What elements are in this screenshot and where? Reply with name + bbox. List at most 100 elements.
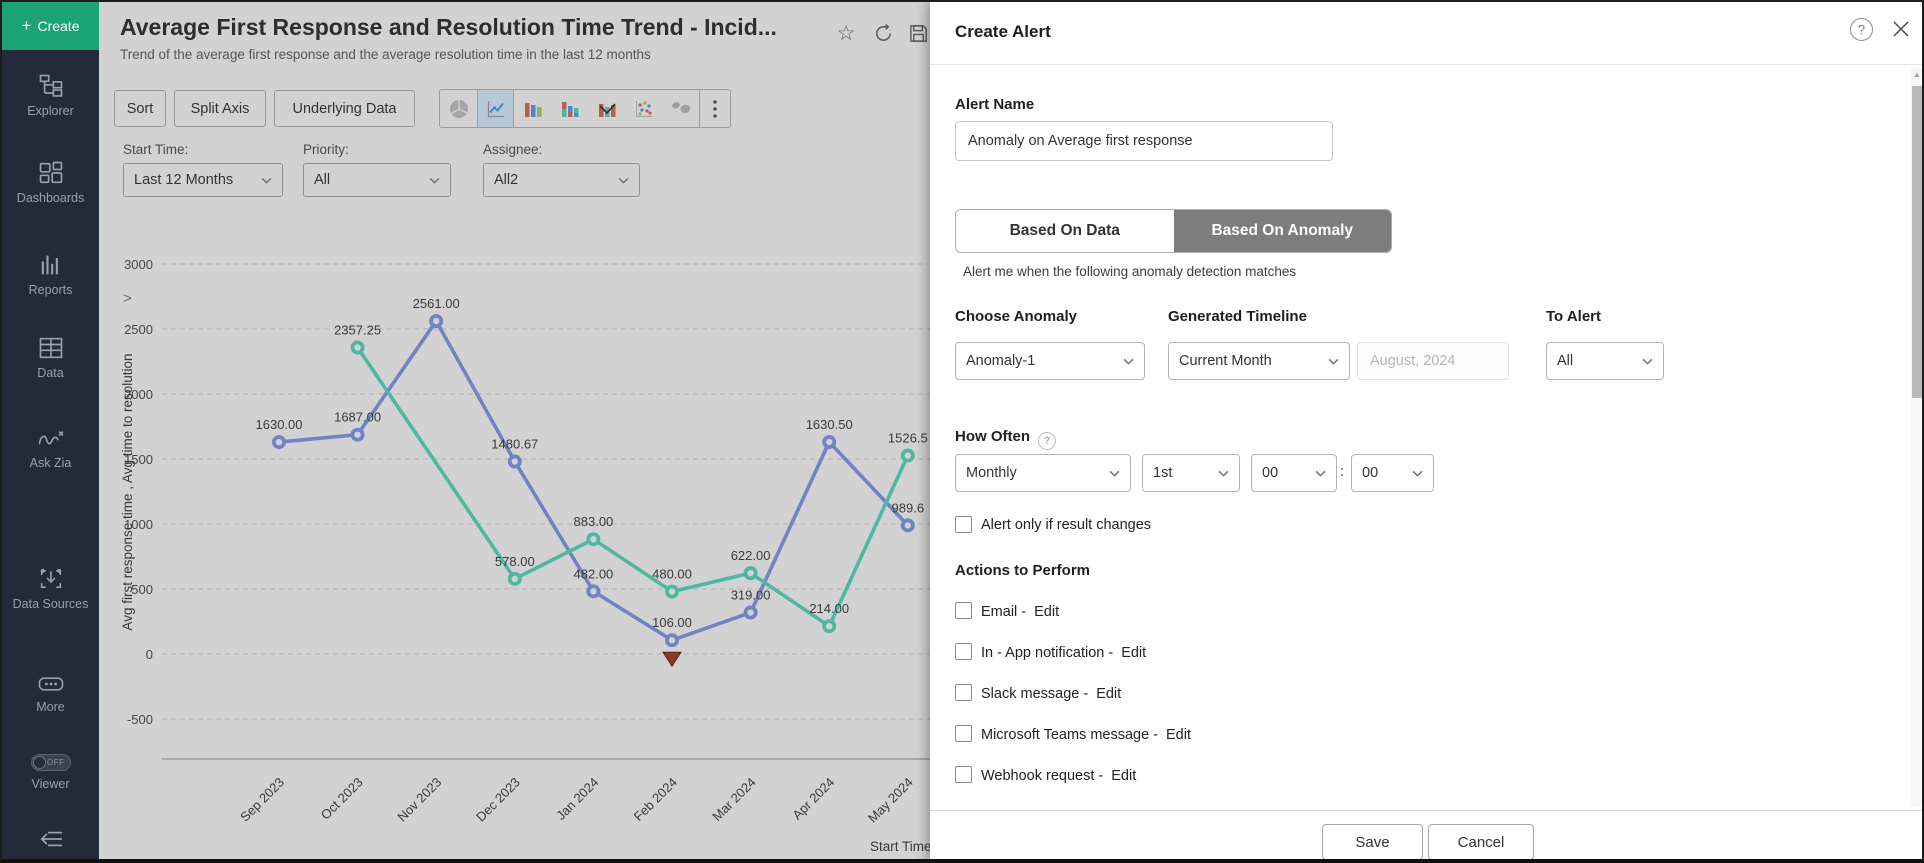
svg-text:989.6: 989.6 — [892, 500, 925, 515]
create-label: Create — [37, 18, 80, 34]
how-often-help-icon[interactable]: ? — [1038, 432, 1056, 450]
sidebar-item-ask-zia[interactable]: Ask Zia — [2, 426, 99, 472]
hour-select[interactable]: 00 — [1251, 454, 1337, 492]
svg-text:May 2024: May 2024 — [865, 775, 916, 826]
svg-text:578.00: 578.00 — [495, 554, 535, 569]
svg-text:Mar 2024: Mar 2024 — [709, 775, 758, 824]
alert-only-checkbox[interactable] — [955, 516, 972, 533]
sidebar-item-reports[interactable]: Reports — [2, 251, 99, 299]
start-time-filter-select[interactable]: Last 12 Months — [123, 163, 283, 197]
action-row-email: Email - Edit — [955, 602, 1059, 622]
svg-text:214.00: 214.00 — [809, 601, 849, 616]
svg-text:2000: 2000 — [124, 387, 153, 402]
inapp-checkbox[interactable] — [955, 643, 972, 660]
svg-text:1630.50: 1630.50 — [806, 417, 853, 432]
scrollbar-thumb[interactable] — [1912, 86, 1922, 398]
favorite-star-icon[interactable]: ☆ — [836, 21, 856, 45]
reports-icon — [41, 255, 58, 275]
chart-type-switcher — [439, 89, 731, 128]
map-chart-icon[interactable] — [662, 90, 699, 127]
sidebar-item-data[interactable]: Data — [2, 334, 99, 382]
svg-text:2357.25: 2357.25 — [334, 323, 381, 338]
bar-chart-icon[interactable] — [514, 90, 551, 127]
webhook-checkbox[interactable] — [955, 766, 972, 783]
teams-edit-link[interactable]: Edit — [1166, 727, 1192, 743]
action-row-webhook: Webhook request - Edit — [955, 766, 1136, 786]
svg-text:622.00: 622.00 — [731, 548, 771, 563]
svg-text:Oct 2023: Oct 2023 — [318, 775, 366, 823]
underlying-data-button[interactable]: Underlying Data — [274, 90, 415, 127]
timeline-month-field: August, 2024 — [1357, 342, 1509, 380]
to-alert-select[interactable]: All — [1546, 342, 1664, 380]
svg-text:1630.00: 1630.00 — [256, 417, 303, 432]
action-row-teams: Microsoft Teams message - Edit — [955, 725, 1191, 745]
scatter-chart-icon[interactable] — [625, 90, 662, 127]
modal-scrollbar[interactable]: ▲ — [1911, 68, 1922, 806]
split-axis-button[interactable]: Split Axis — [174, 90, 266, 127]
actions-to-perform-label: Actions to Perform — [955, 562, 1091, 579]
explorer-icon — [39, 74, 62, 97]
expand-axis-chevron[interactable]: > — [123, 290, 132, 307]
report-canvas: Average First Response and Resolution Ti… — [99, 2, 1922, 863]
tab-based-on-anomaly[interactable]: Based On Anomaly — [1173, 210, 1391, 252]
priority-filter-select[interactable]: All — [303, 163, 451, 197]
start-time-filter-label: Start Time: — [123, 142, 189, 157]
frequency-select[interactable]: Monthly — [955, 454, 1131, 492]
choose-anomaly-select[interactable]: Anomaly-1 — [955, 342, 1145, 380]
dashboards-icon — [39, 161, 62, 184]
svg-text:482.00: 482.00 — [574, 566, 614, 581]
chevron-down-icon — [1123, 358, 1134, 365]
inapp-edit-link[interactable]: Edit — [1121, 645, 1147, 661]
plus-icon: + — [21, 16, 32, 35]
pie-chart-icon[interactable] — [440, 90, 477, 127]
chevron-down-icon — [1412, 470, 1423, 477]
minute-select[interactable]: 00 — [1351, 454, 1434, 492]
assignee-filter-select[interactable]: All2 — [483, 163, 640, 197]
sort-button[interactable]: Sort — [114, 90, 166, 127]
cancel-button[interactable]: Cancel — [1428, 824, 1534, 859]
alert-name-input[interactable] — [955, 121, 1333, 161]
teams-checkbox[interactable] — [955, 725, 972, 742]
to-alert-label: To Alert — [1546, 308, 1601, 325]
refresh-icon[interactable] — [870, 20, 896, 46]
help-icon[interactable]: ? — [1850, 18, 1873, 41]
day-select[interactable]: 1st — [1142, 454, 1240, 492]
sidebar: + Create Explorer Dashboards — [2, 2, 99, 859]
slack-checkbox[interactable] — [955, 684, 972, 701]
generated-timeline-select[interactable]: Current Month — [1168, 342, 1350, 380]
data-table-icon — [39, 337, 62, 359]
svg-text:Sep 2023: Sep 2023 — [237, 775, 287, 825]
chevron-down-icon — [1218, 470, 1229, 477]
generated-timeline-label: Generated Timeline — [1168, 308, 1307, 325]
stacked-bar-chart-icon[interactable] — [551, 90, 588, 127]
alert-type-tabs: Based On Data Based On Anomaly — [955, 209, 1392, 253]
kebab-menu-icon[interactable] — [700, 90, 730, 127]
scroll-up-arrow[interactable]: ▲ — [1913, 70, 1921, 79]
modal-title: Create Alert — [955, 22, 1051, 41]
create-button[interactable]: + Create — [2, 2, 99, 50]
svg-text:2500: 2500 — [124, 322, 153, 337]
collapse-sidebar-button[interactable] — [2, 828, 99, 854]
viewer-label: Viewer — [31, 777, 70, 791]
line-chart-icon[interactable] — [477, 90, 514, 127]
report-title: Average First Response and Resolution Ti… — [120, 14, 777, 40]
action-row-slack: Slack message - Edit — [955, 684, 1121, 704]
chevron-down-icon — [429, 177, 440, 184]
close-icon[interactable] — [1888, 16, 1914, 42]
save-button[interactable]: Save — [1322, 824, 1423, 859]
line-chart[interactable]: 3000 2500 2000 1500 1000 500 0 -500 Sep 2023 Oct … — [99, 132, 959, 863]
sidebar-item-more[interactable]: More — [2, 672, 99, 716]
slack-edit-link[interactable]: Edit — [1096, 686, 1122, 702]
viewer-toggle[interactable]: OFF — [30, 754, 71, 771]
tab-based-on-data[interactable]: Based On Data — [956, 210, 1174, 252]
email-checkbox[interactable] — [955, 602, 972, 619]
save-icon[interactable] — [905, 20, 931, 46]
chevron-down-icon — [261, 177, 272, 184]
webhook-edit-link[interactable]: Edit — [1111, 768, 1137, 784]
sidebar-item-explorer[interactable]: Explorer — [2, 72, 99, 120]
sidebar-item-data-sources[interactable]: Data Sources — [2, 565, 99, 613]
sidebar-item-dashboards[interactable]: Dashboards — [2, 159, 99, 207]
combo-chart-icon[interactable] — [588, 90, 625, 127]
email-edit-link[interactable]: Edit — [1034, 604, 1060, 620]
svg-text:Jan 2024: Jan 2024 — [553, 775, 601, 823]
